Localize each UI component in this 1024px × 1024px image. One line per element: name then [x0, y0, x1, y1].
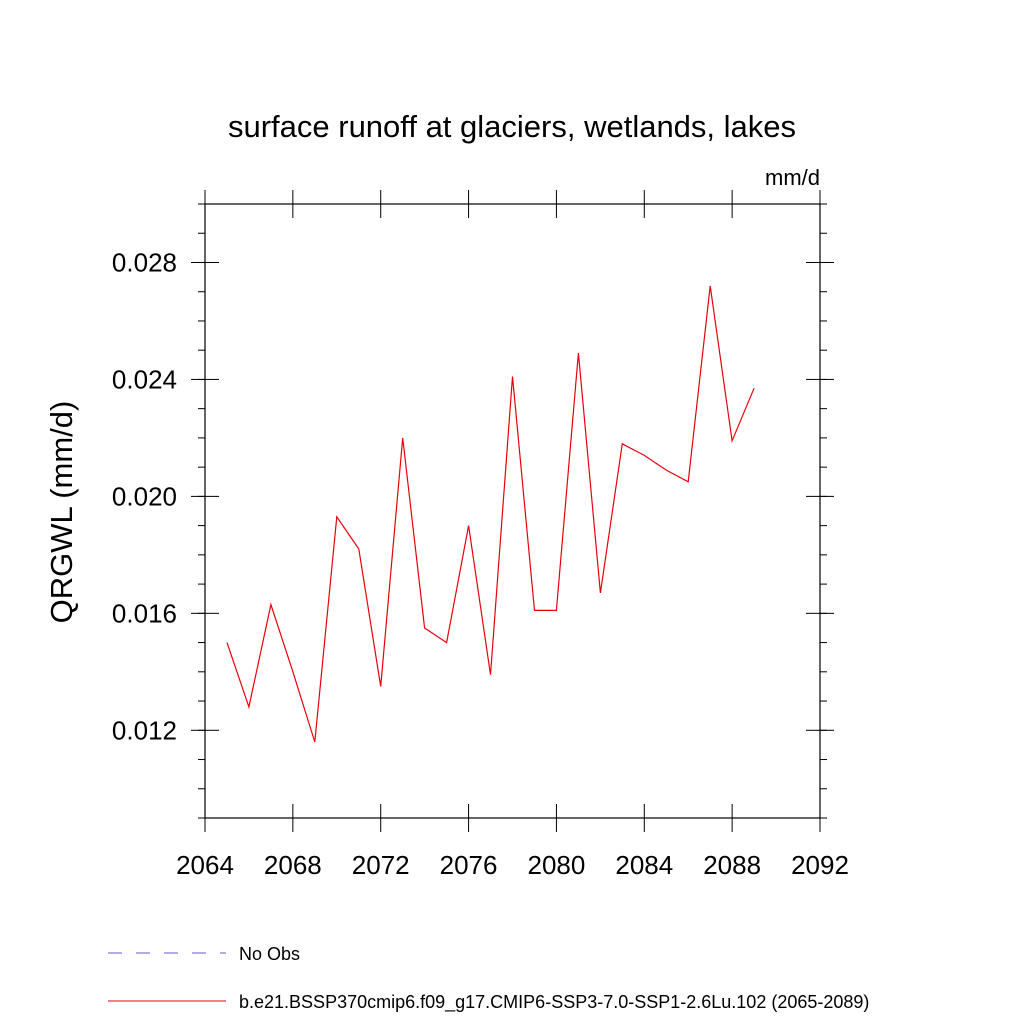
- data-point: [335, 515, 338, 518]
- y-axis-label: QRGWL (mm/d): [44, 401, 79, 624]
- data-point: [621, 442, 624, 445]
- data-point: [379, 685, 382, 688]
- data-point: [731, 439, 734, 442]
- data-point: [555, 609, 558, 612]
- data-point: [247, 705, 250, 708]
- x-tick-label: 2064: [176, 850, 234, 880]
- data-point: [401, 436, 404, 439]
- data-point: [269, 603, 272, 606]
- plot-frame: [204, 203, 821, 819]
- data-point: [467, 524, 470, 527]
- y-tick-label: 0.024: [112, 364, 177, 394]
- data-point: [225, 641, 228, 644]
- y-tick-label: 0.028: [112, 247, 177, 277]
- data-point: [599, 591, 602, 594]
- data-point: [709, 284, 712, 287]
- data-point: [357, 548, 360, 551]
- y-tick-label: 0.016: [112, 598, 177, 628]
- data-point: [643, 454, 646, 457]
- data-point: [511, 375, 514, 378]
- x-axis: 2064 2068 2072 2076 2080 2084 2088 2092: [176, 190, 849, 880]
- x-tick-label: 2080: [528, 850, 586, 880]
- legend: No Obs b.e21.BSSP370cmip6.f09_g17.CMIP6-S…: [108, 944, 869, 1013]
- y-tick-label: 0.020: [112, 481, 177, 511]
- x-tick-label: 2088: [703, 850, 761, 880]
- data-point: [313, 740, 316, 743]
- legend-label: No Obs: [239, 944, 300, 964]
- data-point: [665, 469, 668, 472]
- data-point: [291, 670, 294, 673]
- x-tick-label: 2092: [791, 850, 849, 880]
- y-tick-label: 0.012: [112, 715, 177, 745]
- x-tick-label: 2076: [440, 850, 498, 880]
- chart-title: surface runoff at glaciers, wetlands, la…: [228, 109, 796, 144]
- y-axis: 0.012 0.016 0.020 0.024 0.028: [112, 203, 834, 819]
- units-label: mm/d: [765, 165, 820, 190]
- data-point: [423, 626, 426, 629]
- x-tick-label: 2072: [352, 850, 410, 880]
- data-point: [445, 641, 448, 644]
- data-point: [489, 673, 492, 676]
- data-point: [577, 352, 580, 355]
- legend-label: b.e21.BSSP370cmip6.f09_g17.CMIP6-SSP3-7.…: [239, 992, 869, 1013]
- series-layer: [225, 284, 756, 743]
- data-point: [753, 387, 756, 390]
- x-tick-label: 2068: [264, 850, 322, 880]
- x-tick-label: 2084: [615, 850, 673, 880]
- data-point: [533, 609, 536, 612]
- series-line: [226, 285, 755, 743]
- plot-border: [204, 203, 821, 819]
- data-point: [687, 480, 690, 483]
